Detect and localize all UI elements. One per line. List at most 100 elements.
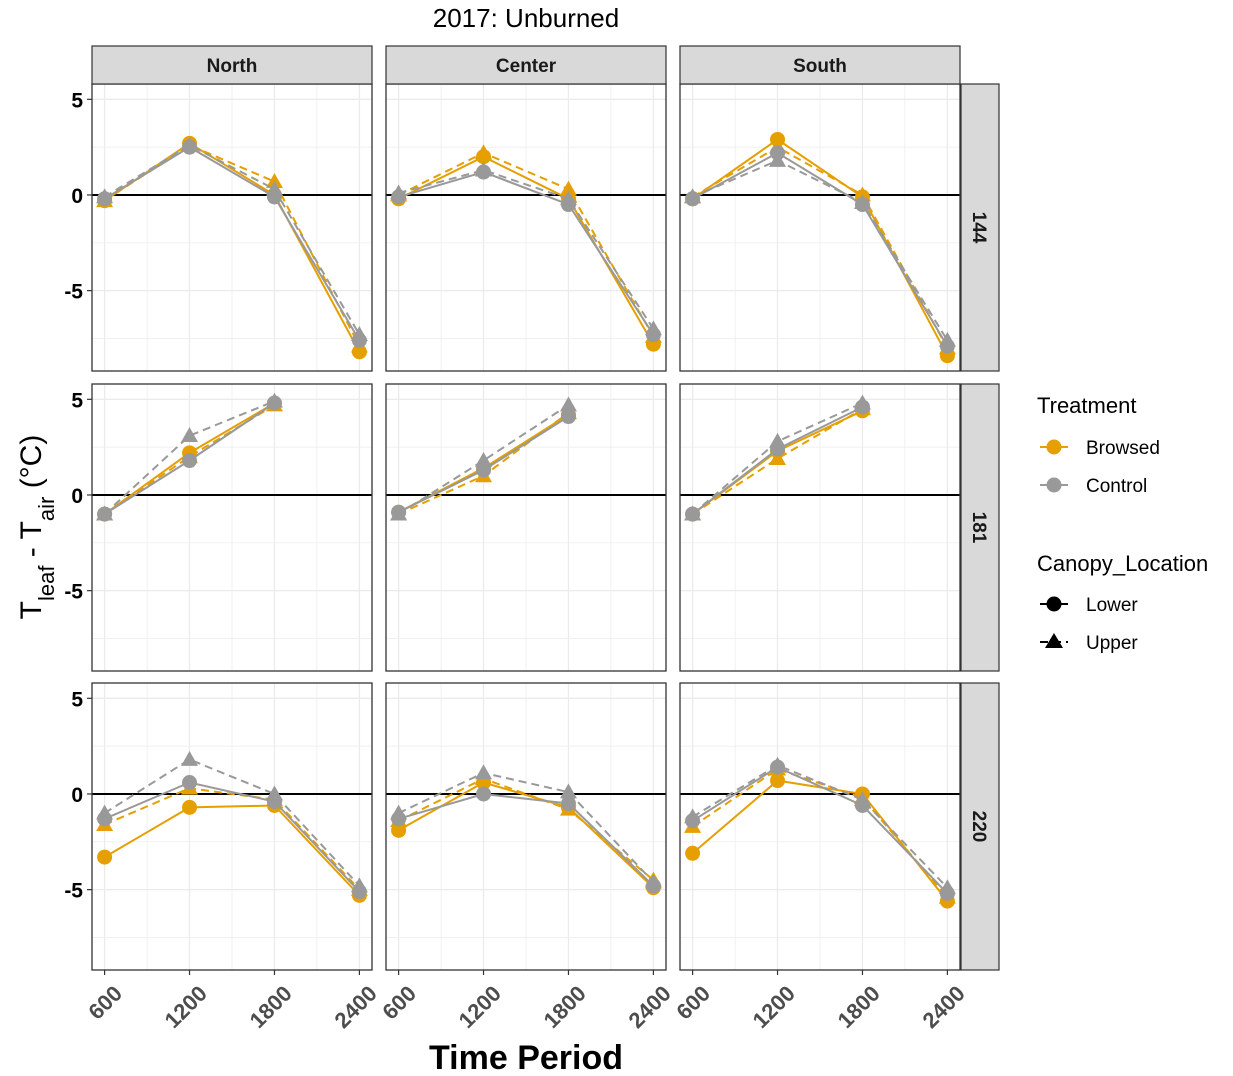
- x-tick-label: 600: [377, 981, 421, 1025]
- data-point-browsed-lower: [685, 845, 701, 861]
- panel-border: [91, 383, 373, 672]
- panel-181-center: [385, 383, 667, 672]
- data-point-control-upper: [350, 877, 368, 893]
- series-line-control-lower: [104, 781, 361, 893]
- series-line-control-upper: [104, 758, 361, 887]
- legend-label-lower: Lower: [1086, 595, 1138, 616]
- y-title-unit: (°C): [15, 435, 48, 497]
- series-line-browsed-upper: [104, 787, 361, 891]
- x-tick-label: 2400: [624, 981, 676, 1033]
- panel-border: [679, 383, 961, 672]
- facet-strips: North Center South 144 181 220: [91, 45, 1000, 971]
- row-strip: [960, 383, 1000, 672]
- column-strip: [679, 45, 961, 85]
- data-point-control-upper: [181, 136, 199, 152]
- panel-border: [385, 682, 667, 971]
- series-line-control-upper: [104, 144, 361, 336]
- series-line-control-lower: [398, 170, 655, 336]
- row-strip-label: 220: [968, 811, 989, 843]
- x-tick-label: 600: [83, 981, 127, 1025]
- series-line-control-upper: [398, 771, 655, 883]
- data-point-control-upper: [181, 751, 199, 766]
- row-strip-label: 181: [968, 512, 989, 544]
- data-point-browsed-upper: [475, 144, 493, 160]
- y-title-mid: - T: [15, 521, 48, 565]
- data-point-control-upper: [390, 804, 408, 820]
- y-tick-label: -5: [64, 581, 83, 604]
- y-tick-label: 5: [71, 389, 83, 412]
- data-point-control-upper: [684, 188, 702, 204]
- series-line-control-lower: [692, 766, 949, 895]
- panel-181-north: [91, 383, 373, 672]
- data-point-control-upper: [265, 180, 283, 196]
- panel-220-north: [91, 682, 373, 971]
- data-point-browsed-upper: [265, 173, 283, 188]
- facet-panels: [91, 83, 961, 971]
- data-point-control-upper: [938, 879, 956, 895]
- row-strip: [960, 83, 1000, 372]
- data-point-control-upper: [684, 505, 702, 521]
- data-point-control-upper: [644, 873, 662, 889]
- y-title-sub2: air: [34, 497, 59, 521]
- column-strip-label: North: [207, 56, 258, 77]
- chart-title: 2017: Unburned: [433, 3, 619, 33]
- column-strip: [385, 45, 667, 85]
- data-point-control-upper: [559, 783, 577, 799]
- row-strip-label: 144: [968, 212, 989, 244]
- data-point-browsed-upper: [559, 180, 577, 196]
- data-point-browsed-lower: [182, 799, 198, 815]
- y-title-sub1: leaf: [34, 565, 59, 601]
- data-point-browsed-upper: [769, 450, 787, 465]
- x-tick-label: 2400: [330, 981, 382, 1033]
- data-point-control-upper: [265, 392, 283, 408]
- data-point-control-upper: [475, 764, 493, 780]
- y-tick-label: -5: [64, 880, 83, 903]
- data-point-control-upper: [181, 427, 199, 443]
- panel-border: [679, 682, 961, 971]
- y-tick-label: 0: [71, 185, 83, 208]
- y-tick-label: 5: [71, 688, 83, 711]
- data-point-control-lower: [182, 453, 198, 469]
- y-tick-label: 0: [71, 485, 83, 508]
- data-point-control-upper: [390, 505, 408, 521]
- legend-key-browsed-point: [1046, 439, 1062, 455]
- x-tick-label: 1800: [833, 981, 885, 1033]
- x-tick-label: 1800: [539, 981, 591, 1033]
- data-point-control-upper: [475, 161, 493, 177]
- data-point-control-lower: [182, 774, 198, 790]
- series-line-browsed-lower: [104, 804, 361, 897]
- series-line-control-upper: [103, 400, 275, 515]
- data-point-browsed-lower: [97, 849, 113, 865]
- panel-144-center: [385, 83, 667, 372]
- x-tick-label: 2400: [918, 981, 970, 1033]
- data-point-control-upper: [769, 432, 787, 448]
- data-point-control-lower: [560, 796, 576, 812]
- column-strip: [91, 45, 373, 85]
- data-point-control-upper: [96, 804, 114, 820]
- legend-key-upper-point: [1045, 633, 1063, 648]
- panel-144-north: [91, 83, 373, 372]
- x-tick-label: 1200: [160, 981, 212, 1033]
- series-line-control-upper: [398, 169, 655, 330]
- data-point-control-upper: [350, 326, 368, 342]
- panel-220-south: [679, 682, 961, 971]
- legend-label-browsed: Browsed: [1086, 438, 1160, 459]
- data-point-control-upper: [96, 188, 114, 204]
- series-line-browsed-upper: [692, 145, 949, 349]
- y-title-main: T: [15, 601, 48, 619]
- series-line-control-lower: [398, 792, 655, 887]
- row-strip: [960, 682, 1000, 971]
- x-tick-label: 1200: [454, 981, 506, 1033]
- data-point-control-upper: [475, 452, 493, 467]
- panel-144-south: [679, 83, 961, 372]
- series-line-control-lower: [104, 145, 361, 341]
- column-strip-label: South: [793, 56, 847, 77]
- data-point-control-upper: [853, 791, 871, 807]
- data-point-control-upper: [390, 184, 408, 200]
- data-point-control-lower: [476, 786, 492, 802]
- data-point-control-upper: [559, 396, 577, 412]
- data-point-browsed-lower: [770, 773, 786, 789]
- legend-label-upper: Upper: [1086, 633, 1138, 654]
